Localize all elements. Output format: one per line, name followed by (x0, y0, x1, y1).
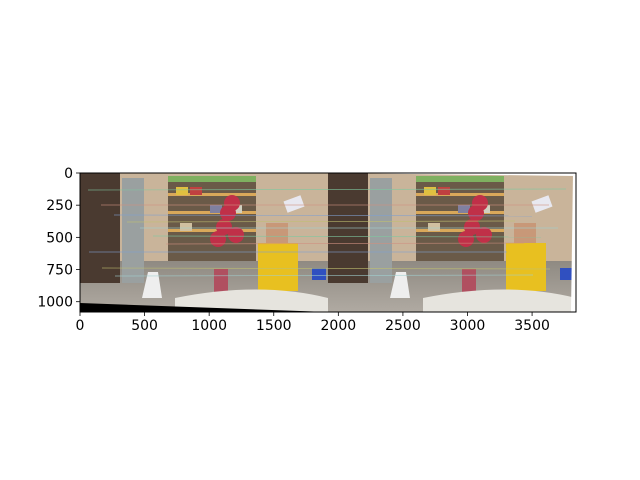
rolled-mat (175, 289, 328, 312)
shelf-item (210, 205, 222, 213)
x-tick-label: 3000 (450, 318, 486, 334)
shelf-item (176, 187, 188, 195)
cabinet (370, 178, 392, 283)
door (80, 173, 120, 283)
shelf-board (168, 193, 256, 196)
figurine (390, 272, 410, 298)
match-line (165, 242, 525, 245)
white-border-top (328, 173, 576, 176)
x-tick-label: 500 (131, 318, 158, 334)
yellow-box (506, 243, 546, 291)
black-border-left (80, 303, 328, 312)
photo-left (80, 173, 328, 312)
shelf-item (424, 187, 436, 195)
flower-petal (472, 195, 488, 211)
shelf-item (190, 187, 202, 195)
small-box (266, 223, 288, 243)
shelf-item (180, 223, 192, 231)
match-line (101, 267, 551, 270)
blue-box (312, 268, 326, 280)
blue-box (560, 268, 574, 280)
photo-right (328, 173, 576, 312)
shelf-board (416, 229, 504, 232)
x-tick-label: 1500 (256, 318, 292, 334)
shelf-item (438, 187, 450, 195)
match-line (126, 220, 516, 223)
plants-top (416, 176, 504, 182)
plants-top (168, 176, 256, 182)
flower-petal (464, 219, 480, 235)
match-line (87, 188, 567, 191)
shelf-board (168, 229, 256, 232)
flower-petal (476, 227, 492, 243)
x-axis: 0 500 1000 1500 2000 2500 3000 3500 (76, 312, 550, 334)
y-tick-label: 0 (64, 166, 73, 182)
y-tick-label: 500 (46, 230, 73, 246)
flower-petal (216, 219, 232, 235)
x-tick-label: 1000 (191, 318, 227, 334)
shelf-item (428, 223, 440, 231)
shelf-item (458, 205, 470, 213)
hanging-paper (531, 195, 553, 213)
match-lines (87, 188, 567, 277)
figurine (142, 272, 162, 298)
axes-frame (79, 172, 577, 313)
yellow-box (258, 243, 298, 291)
flower-petal (224, 195, 240, 211)
small-box (514, 223, 536, 243)
x-tick-label: 2000 (321, 318, 357, 334)
x-tick-label: 0 (76, 318, 85, 334)
flower-petal (210, 231, 226, 247)
match-line (152, 235, 542, 238)
stitched-image (80, 173, 576, 312)
x-tick-label: 2500 (385, 318, 421, 334)
flower-petal (228, 227, 244, 243)
y-tick-label: 250 (46, 198, 73, 214)
x-tick-label: 3500 (514, 318, 550, 334)
shelf-board (416, 193, 504, 196)
rolled-mat (423, 289, 576, 312)
y-tick-label: 1000 (37, 295, 73, 311)
match-line (113, 214, 533, 217)
white-border-right (571, 173, 576, 312)
match-line (114, 274, 534, 277)
hanging-paper (283, 195, 305, 213)
y-tick-label: 750 (46, 263, 73, 279)
flower-petal (458, 231, 474, 247)
y-axis: 0 250 500 750 1000 (37, 166, 80, 311)
cabinet (122, 178, 144, 283)
